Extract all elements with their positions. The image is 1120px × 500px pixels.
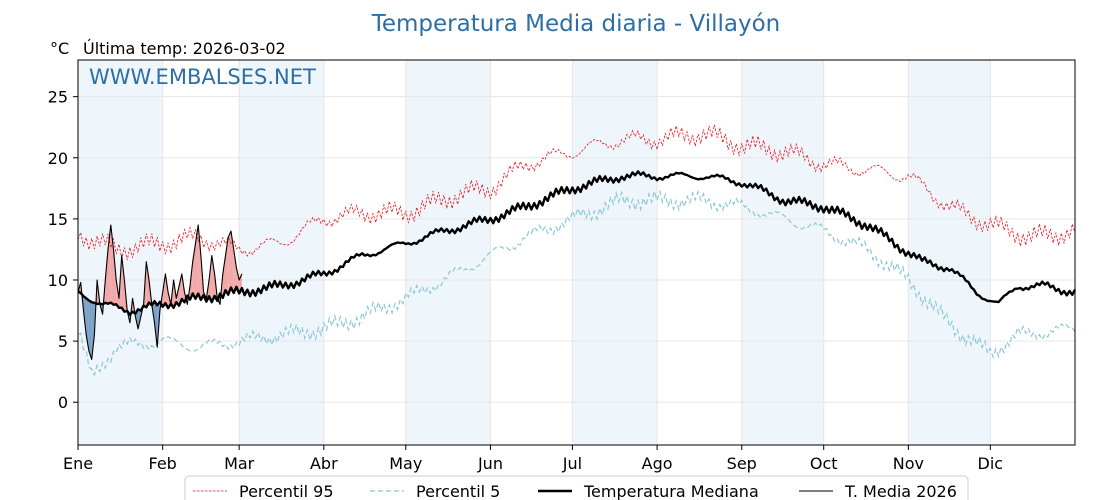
last-temp-label: Última temp: 2026-03-02 — [83, 39, 286, 58]
y-tick-label-20: 20 — [48, 149, 68, 168]
y-tick-label-5: 5 — [58, 332, 68, 351]
series-p5-line — [77, 188, 1076, 377]
y-axis: 0 5 10 15 20 25 — [48, 88, 78, 412]
fill-above-median — [121, 255, 125, 312]
series-2026-line — [77, 224, 243, 360]
fill-above-median — [187, 286, 190, 305]
chart-title: Temperatura Media diaria - Villayón — [371, 11, 781, 37]
month-shading — [78, 60, 991, 445]
legend-p5-label: Percentil 5 — [416, 482, 500, 500]
legend-median-label: Temperatura Mediana — [583, 482, 759, 500]
x-tick-label-nov: Nov — [893, 454, 924, 473]
y-tick-label-0: 0 — [58, 393, 68, 412]
fill-above-median — [209, 255, 212, 303]
x-tick-label-abr: Abr — [310, 454, 338, 473]
x-tick-label-mar: Mar — [224, 454, 255, 473]
fill-above-median — [165, 273, 169, 309]
y-tick-label-10: 10 — [48, 271, 68, 290]
fill-above-median — [179, 273, 182, 306]
x-tick-label-jul: Jul — [562, 454, 582, 473]
x-tick-label-oct: Oct — [810, 454, 838, 473]
fill-above-median — [233, 249, 237, 293]
fill-above-median — [228, 231, 231, 295]
fill-above-median — [211, 255, 215, 303]
month-band-sep — [741, 60, 824, 445]
fill-below-median — [91, 302, 95, 360]
fill-above-median — [198, 225, 201, 300]
fill-below-median — [154, 301, 158, 348]
series-median-line — [77, 170, 1077, 316]
fill-below-median — [88, 300, 92, 360]
x-axis: Ene Feb Mar Abr May Jun Jul Ago Sep Oct Nov Dic — [63, 445, 1003, 473]
legend: Percentil 95 Percentil 5 Temperatura Med… — [184, 475, 969, 500]
y-tick-label-25: 25 — [48, 88, 68, 107]
month-band-ene — [78, 60, 163, 445]
fill-above-median — [222, 255, 226, 298]
fill-above-median — [146, 261, 149, 308]
month-band-mar — [239, 60, 324, 445]
x-tick-label-ene: Ene — [63, 454, 93, 473]
x-tick-label-jun: Jun — [477, 454, 503, 473]
x-tick-label-ago: Ago — [642, 454, 673, 473]
legend-box — [184, 475, 969, 500]
y-tick-label-15: 15 — [48, 210, 68, 229]
legend-2026-label: T. Media 2026 — [844, 482, 957, 500]
watermark: WWW.EMBALSES.NET — [89, 65, 316, 89]
grid-lines — [77, 60, 1075, 445]
month-band-jul — [572, 60, 658, 445]
legend-p95-label: Percentil 95 — [239, 482, 334, 500]
y-unit-label: °C — [50, 39, 69, 58]
month-band-nov — [908, 60, 991, 445]
x-tick-label-feb: Feb — [149, 454, 177, 473]
x-tick-label-sep: Sep — [727, 454, 757, 473]
fill-above-median — [195, 225, 199, 299]
month-band-may — [405, 60, 491, 445]
x-tick-label-may: May — [389, 454, 422, 473]
series-p95-line — [77, 124, 1076, 261]
plot-frame — [77, 59, 1076, 446]
x-tick-label-dic: Dic — [978, 454, 1004, 473]
